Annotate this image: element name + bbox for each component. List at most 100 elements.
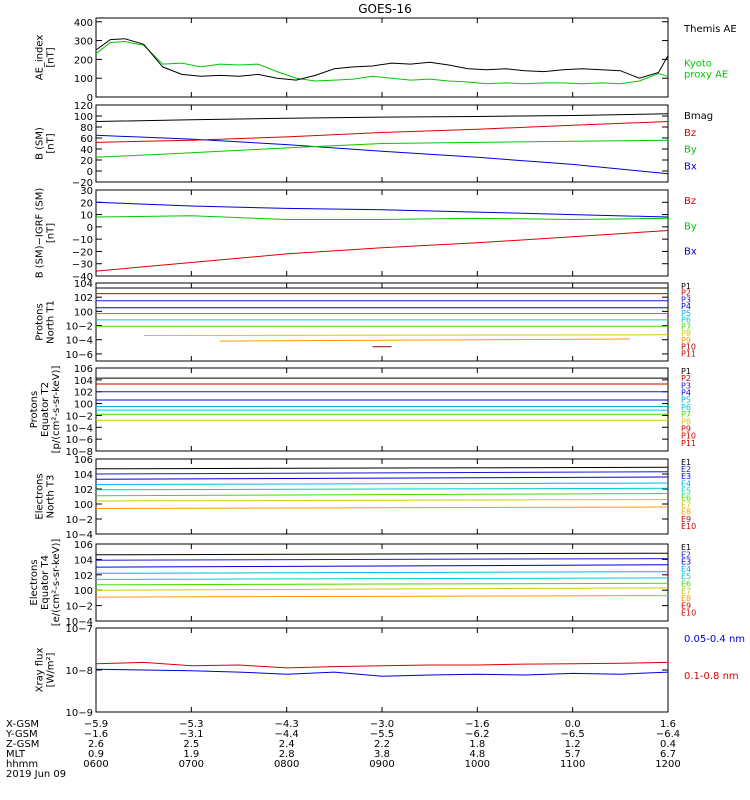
legend-label: E7 — [681, 587, 691, 596]
panel-8: 10−9 10−8 10−7 Xray flux [W/m²] 0.05-0.4 nm 0.… — [35, 624, 746, 719]
y-tick-label: −40 — [72, 272, 93, 283]
y-axis-label: North T3 — [46, 475, 57, 519]
axis-row-value: −6.4 — [656, 729, 680, 740]
y-tick-label: 10 — [80, 211, 93, 222]
axis-row-value: 0.4 — [660, 739, 676, 750]
series-line-bx — [95, 134, 669, 175]
y-tick-label: 0 — [87, 223, 93, 234]
legend-label: Themis AE — [683, 24, 737, 35]
axis-row-value: 1000 — [465, 759, 490, 770]
series-line-0-05-0-4-nm — [95, 668, 669, 677]
legend-label: E2 — [681, 550, 691, 559]
axis-row-value: −5.9 — [84, 719, 108, 730]
legend-label: E10 — [681, 522, 696, 531]
y-tick-label: 10−2 — [66, 322, 93, 333]
axis-row-label: Y-GSM — [5, 729, 38, 740]
series-line-by — [95, 139, 669, 158]
legend-label: P8 — [681, 329, 691, 338]
legend-label: P5 — [681, 396, 691, 405]
axis-row-value: −4.4 — [275, 729, 299, 740]
y-axis-label: Electrons — [35, 473, 46, 519]
y-axis-label: Xray flux — [35, 648, 46, 693]
y-axis-label: [nT] — [46, 133, 57, 153]
legend-label: P11 — [681, 349, 696, 358]
legend-label: P9 — [681, 336, 691, 345]
axis-row-value: 2.5 — [183, 739, 199, 750]
axis-row-value: −6.5 — [561, 729, 585, 740]
y-axis-label: Protons — [29, 391, 40, 428]
y-tick-label: 10−2 — [66, 602, 93, 613]
series-line-e2 — [95, 558, 669, 561]
legend-label: P3 — [681, 381, 691, 390]
legend-label: 0.1-0.8 nm — [684, 671, 739, 682]
y-tick-label: 0 — [87, 93, 93, 104]
legend-label: P1 — [681, 282, 691, 291]
y-tick-label: 104 — [74, 279, 93, 290]
y-tick-label: 10−4 — [66, 423, 93, 434]
legend-label: P9 — [681, 424, 691, 433]
axis-row-value: −3.0 — [370, 719, 394, 730]
y-axis-label: North T1 — [46, 300, 57, 344]
legend-label: Bx — [684, 161, 697, 172]
legend-label: P2 — [681, 289, 691, 298]
series-line-by — [95, 215, 669, 221]
legend-label: proxy AE — [684, 70, 728, 81]
panel-7: 10−4 10−2 100 102 104 106 Electrons Equator T4[… — [29, 539, 696, 628]
y-tick-label: 10−6 — [66, 350, 93, 361]
legend-label: P6 — [681, 403, 691, 412]
y-axis-label: [p/(cm²-s-sr-keV)] — [51, 366, 62, 454]
series-line-bx — [95, 201, 669, 218]
y-tick-label: −20 — [72, 178, 93, 189]
axis-row-value: 0.9 — [88, 749, 104, 760]
legend-label: E8 — [681, 508, 691, 517]
axis-row-value: 2.8 — [279, 749, 295, 760]
axis-row-value: 1.9 — [183, 749, 199, 760]
y-axis-label: Protons — [35, 303, 46, 340]
legend-label: By — [684, 145, 697, 156]
panel-frame — [95, 17, 669, 98]
y-axis-label: Electrons — [29, 559, 40, 605]
legend-label: E4 — [681, 479, 691, 488]
series-line-kyoto-proxy-ae — [95, 40, 669, 85]
y-axis-label: [e/(cm²-s-sr-keV)] — [51, 539, 62, 627]
legend-label: E6 — [681, 580, 691, 589]
legend-label: P8 — [681, 417, 691, 426]
series-line-e5 — [95, 487, 669, 491]
legend-label: E9 — [681, 515, 691, 524]
axis-row-value: −4.3 — [275, 719, 299, 730]
legend-label: E9 — [681, 601, 691, 610]
y-tick-label: 106 — [74, 455, 93, 466]
axis-row-label: MLT — [6, 749, 26, 760]
y-tick-label: 102 — [74, 485, 93, 496]
y-tick-label: 102 — [74, 388, 93, 399]
axis-row-value: 2.2 — [374, 739, 390, 750]
y-axis-label: B (SM) — [35, 127, 46, 160]
y-tick-label: 200 — [74, 55, 93, 66]
chart-title: GOES-16 — [358, 2, 412, 16]
y-tick-label: 60 — [80, 134, 93, 145]
y-tick-label: 100 — [74, 586, 93, 597]
y-tick-label: −20 — [72, 247, 93, 258]
y-tick-label: 0 — [87, 167, 93, 178]
series-line-e5 — [95, 577, 669, 580]
series-line-e8 — [95, 595, 669, 598]
legend-label: P11 — [681, 439, 696, 448]
y-tick-label: 10−9 — [66, 708, 93, 719]
series-line-e4 — [95, 482, 669, 485]
axis-row-value: 0700 — [179, 759, 204, 770]
axis-row-value: 2.6 — [88, 739, 104, 750]
series-line-e1 — [95, 552, 669, 556]
panel-frame — [95, 282, 669, 362]
y-tick-label: −10 — [72, 235, 93, 246]
axis-row-value: −5.5 — [370, 729, 394, 740]
legend-label: E4 — [681, 565, 691, 574]
y-tick-label: 100 — [74, 307, 93, 318]
y-tick-label: 20 — [80, 198, 93, 209]
y-axis-label: [W/m²] — [46, 652, 57, 687]
axis-row-value: 4.8 — [469, 749, 485, 760]
legend-label: Kyoto — [684, 59, 712, 70]
axis-row-value: 1200 — [655, 759, 680, 770]
